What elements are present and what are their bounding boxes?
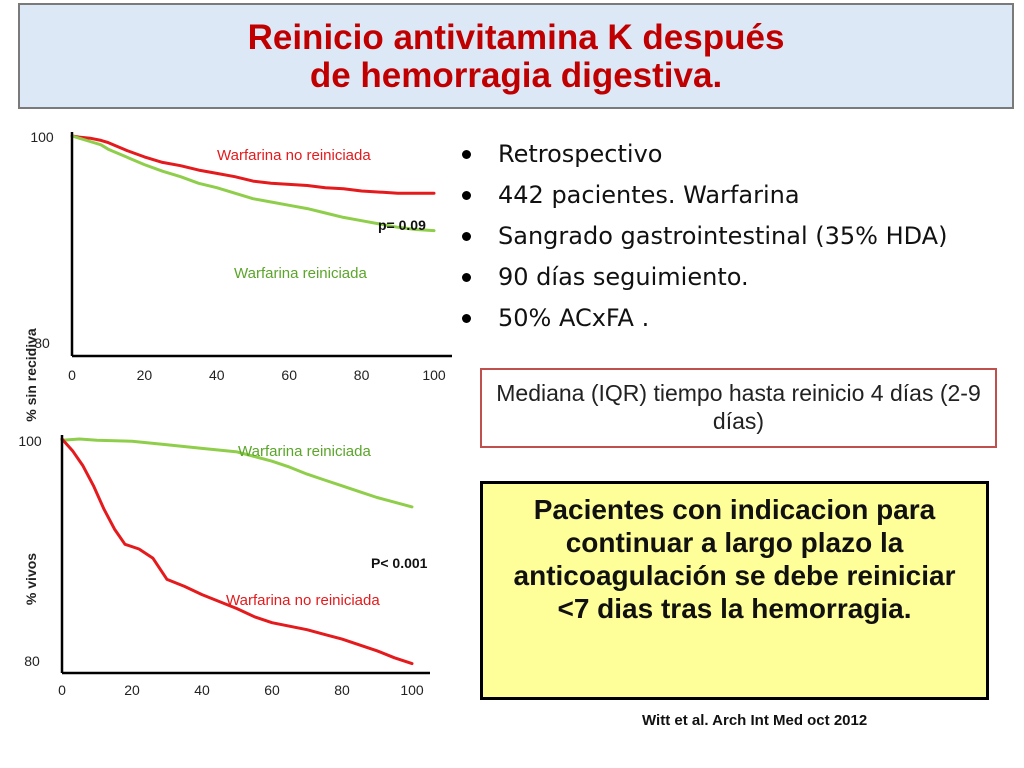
bullet-item: 90 días seguimiento. (458, 257, 947, 298)
bullet-text: 50% ACxFA . (498, 304, 650, 332)
x-tick-labels: 0 20 40 60 80 100 (68, 367, 446, 383)
bullet-item: 50% ACxFA . (458, 298, 947, 339)
chart-recurrence: % sin recidiva 100 80 0 20 40 60 80 100 Warfa… (23, 129, 452, 422)
bullet-text: Retrospectivo (498, 140, 663, 168)
series-label-no-reiniciada: Warfarina no reiniciada (226, 592, 380, 609)
series-label-no-reiniciada: Warfarina no reiniciada (217, 147, 371, 164)
conclusion-box: Pacientes con indicacion para continuar … (480, 481, 989, 700)
chart-survival: % vivos 100 80 0 20 40 60 80 100 Warfarina re… (18, 433, 430, 698)
slide-title-line2: de hemorragia digestiva. (309, 56, 723, 95)
series-line-0 (60, 437, 414, 509)
series-group (70, 134, 436, 233)
slide-title-line1: Reinicio antivitamina K después (247, 18, 785, 57)
x-tick-labels: 0 20 40 60 80 100 (58, 682, 424, 698)
title-box: Reinicio antivitamina K después de hemor… (18, 3, 1014, 109)
citation: Witt et al. Arch Int Med oct 2012 (642, 712, 868, 729)
y-axis-label: % vivos (23, 553, 39, 605)
bullet-dot-icon (462, 191, 471, 200)
y-tick-label-top: 100 (18, 433, 42, 449)
axes (70, 132, 452, 358)
p-value-annotation: P< 0.001 (371, 555, 428, 571)
x-tick-label: 40 (194, 682, 210, 698)
x-tick-label: 20 (137, 367, 153, 383)
series-label-reiniciada: Warfarina reiniciada (234, 265, 367, 282)
p-value-annotation: p= 0.09 (378, 217, 426, 233)
x-tick-label: 0 (68, 367, 76, 383)
conclusion-text: Pacientes con indicacion para continuar … (513, 494, 956, 624)
x-tick-label: 100 (422, 367, 446, 383)
x-tick-label: 0 (58, 682, 66, 698)
x-tick-label: 80 (354, 367, 370, 383)
series-line-1 (60, 437, 414, 666)
bullet-text: 90 días seguimiento. (498, 263, 749, 291)
bullet-dot-icon (462, 150, 471, 159)
bullet-text: Sangrado gastrointestinal (35% HDA) (498, 222, 948, 250)
bullet-dot-icon (462, 232, 471, 241)
bullet-dot-icon (462, 314, 471, 323)
bullet-dot-icon (462, 273, 471, 282)
bullet-item: Retrospectivo (458, 134, 947, 175)
y-tick-label-bottom: 80 (34, 335, 50, 351)
bullet-item: Sangrado gastrointestinal (35% HDA) (458, 216, 947, 257)
series-line-1 (70, 134, 436, 233)
study-bullets: Retrospectivo 442 pacientes. Warfarina S… (458, 134, 947, 339)
y-tick-label-bottom: 80 (24, 653, 40, 669)
x-tick-label: 80 (334, 682, 350, 698)
y-axis-label: % sin recidiva (23, 328, 39, 422)
y-tick-label-top: 100 (30, 129, 54, 145)
x-tick-label: 100 (400, 682, 424, 698)
axes (60, 435, 430, 675)
median-text: Mediana (IQR) tiempo hasta reinicio 4 dí… (496, 380, 981, 434)
series-label-reiniciada: Warfarina reiniciada (238, 443, 371, 460)
x-tick-label: 20 (124, 682, 140, 698)
median-box: Mediana (IQR) tiempo hasta reinicio 4 dí… (480, 368, 997, 448)
x-tick-label: 40 (209, 367, 225, 383)
x-tick-label: 60 (281, 367, 297, 383)
bullet-item: 442 pacientes. Warfarina (458, 175, 947, 216)
x-tick-label: 60 (264, 682, 280, 698)
series-line-0 (70, 134, 436, 195)
series-group (60, 437, 414, 666)
bullet-text: 442 pacientes. Warfarina (498, 181, 800, 209)
